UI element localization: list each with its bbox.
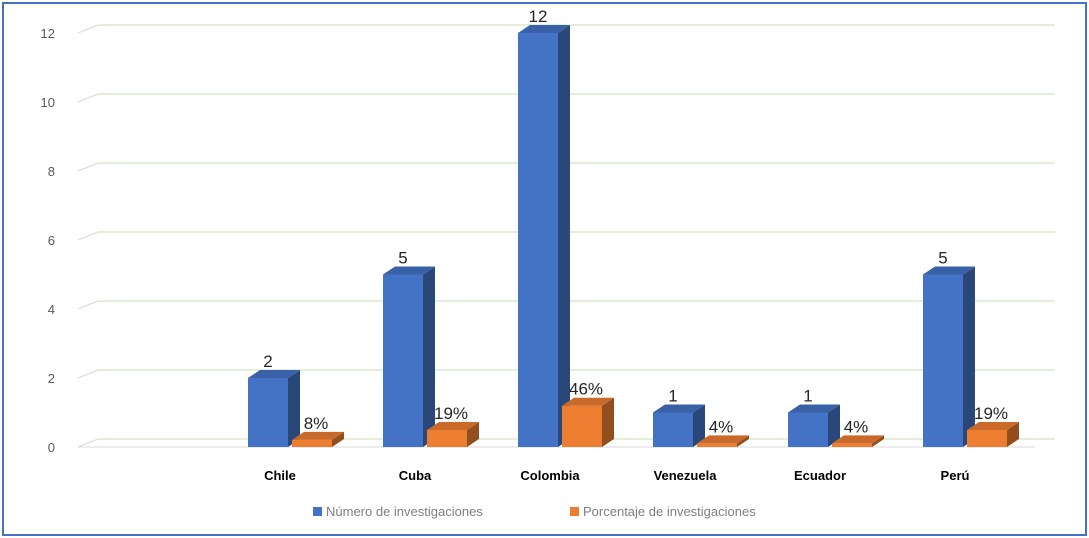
bar-numero-side [828,404,840,447]
data-label-numero: 2 [263,352,272,371]
gridline-side [77,300,99,310]
bar-porcentaje-top [697,435,749,444]
data-label-porcentaje: 19% [434,404,468,423]
gridline-side [77,162,99,172]
bar-porcentaje-side [872,435,884,447]
data-label-numero: 12 [529,7,548,26]
bar-porcentaje-front [967,429,1007,447]
data-label-numero: 5 [398,249,407,268]
bar-numero-side [963,266,975,447]
bar-porcentaje-side [1007,421,1019,447]
bar-porcentaje-top [832,435,884,444]
category-label: Perú [941,468,970,483]
bar-porcentaje-side [737,435,749,447]
data-label-porcentaje: 19% [974,404,1008,423]
category-label: Cuba [399,468,432,483]
y-tick-label: 6 [48,233,55,248]
y-tick-label: 8 [48,164,55,179]
gridline-side [77,369,99,379]
legend-label-porcentaje: Porcentaje de investigaciones [583,504,756,519]
data-label-porcentaje: 4% [844,417,869,436]
bar-porcentaje-front [832,443,872,447]
gridline-side [77,24,99,34]
bar-numero-front [653,412,693,447]
bar-porcentaje-front [427,429,467,447]
bar-numero-top [248,370,300,378]
bar-numero-side [558,25,570,447]
y-tick-label: 0 [48,440,55,455]
y-tick-label: 4 [48,302,55,317]
bar-porcentaje-front [292,439,332,447]
bar-porcentaje-front [562,405,602,447]
bar-numero-front [788,412,828,447]
bar-numero-front [383,274,423,447]
bar-porcentaje-top [967,421,1019,430]
y-tick-label: 12 [41,26,55,41]
bar-numero-top [923,266,975,275]
bar-porcentaje-side [602,397,614,447]
legend-label-numero: Número de investigaciones [326,504,483,519]
bar-porcentaje-top [562,397,614,406]
category-label: Chile [264,468,296,483]
bar-numero-side [693,404,705,447]
category-label: Colombia [520,468,580,483]
data-label-porcentaje: 8% [304,414,329,433]
legend-swatch-porcentaje [570,507,579,516]
data-label-porcentaje: 46% [569,380,603,399]
bar-numero-front [518,33,558,447]
bar-porcentaje-top [292,431,344,440]
data-label-numero: 1 [668,387,677,406]
bar-numero-top [653,404,705,413]
bar-numero-side [288,370,300,447]
legend-swatch-numero [313,507,322,516]
bar-numero-front [923,274,963,447]
bar-numero-top [788,404,840,413]
y-tick-label: 10 [41,95,55,110]
y-tick-label: 2 [48,371,55,386]
bar-porcentaje-side [332,431,344,447]
bar-numero-side [423,266,435,447]
bar-numero-top [518,25,570,33]
category-label: Venezuela [654,468,718,483]
bar-porcentaje-top [427,421,479,430]
bar-porcentaje-side [467,421,479,447]
data-label-numero: 1 [803,387,812,406]
data-label-numero: 5 [938,249,947,268]
bar-numero-top [383,266,435,275]
gridline-side [77,93,99,103]
data-label-porcentaje: 4% [709,417,734,436]
bar-numero-front [248,378,288,447]
category-label: Ecuador [794,468,846,483]
gridline-side [77,231,99,241]
bar-porcentaje-front [697,443,737,447]
gridline-side [77,438,99,448]
